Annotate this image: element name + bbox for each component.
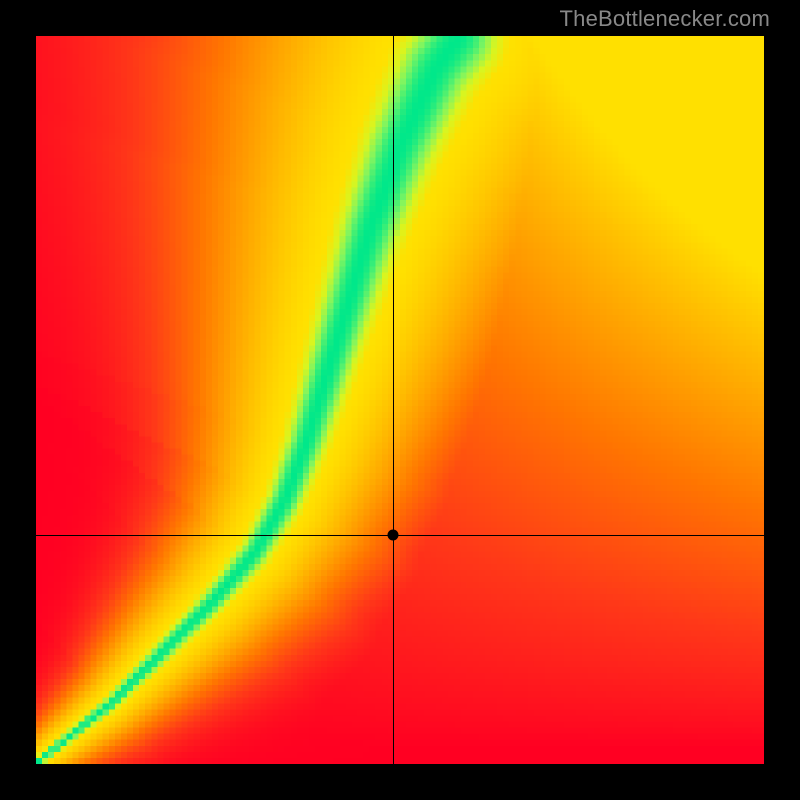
plot-area bbox=[36, 36, 764, 764]
chart-container: TheBottlenecker.com bbox=[0, 0, 800, 800]
heatmap-canvas bbox=[36, 36, 764, 764]
watermark-text: TheBottlenecker.com bbox=[560, 6, 770, 32]
